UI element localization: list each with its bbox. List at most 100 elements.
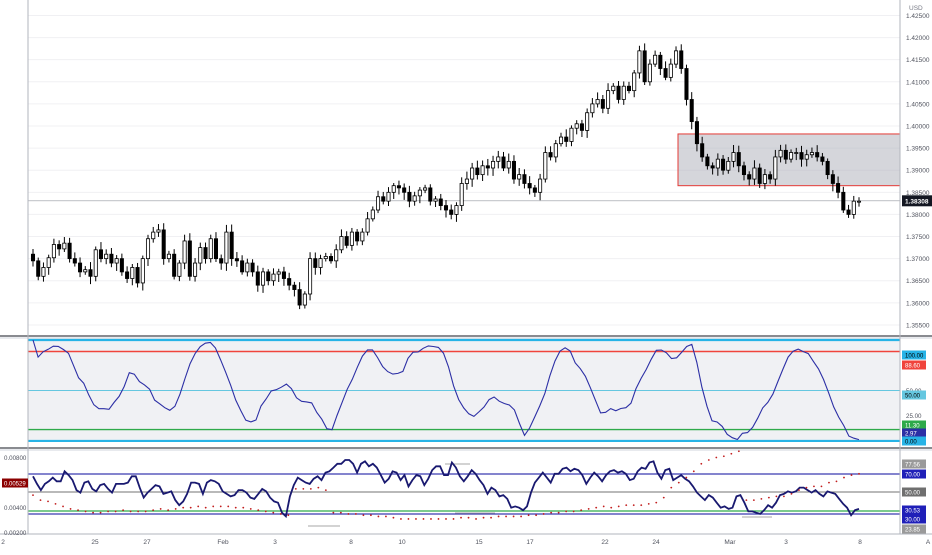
stoch-level-tag	[902, 350, 926, 360]
candle-body	[417, 189, 422, 197]
candle-body	[407, 191, 412, 202]
candle-body	[752, 167, 757, 180]
candle-body	[830, 174, 835, 184]
candle-body	[710, 165, 715, 169]
support-resistance-zone[interactable]	[677, 133, 901, 187]
oscillator-dot	[655, 501, 658, 504]
candle-body	[700, 143, 705, 158]
candle-body	[658, 54, 663, 69]
candle-body	[611, 85, 616, 92]
oscillator-dot	[287, 514, 290, 517]
price-tick-label: 1.41000	[906, 79, 930, 86]
price-tick-label: 1.40000	[906, 124, 930, 131]
candle-body	[721, 158, 726, 171]
candle-body	[104, 253, 109, 260]
candle-body	[846, 209, 851, 215]
candle-body	[726, 160, 731, 171]
oscillator-dot	[362, 514, 365, 517]
oscillator-dot	[685, 476, 688, 479]
oscillator-dot	[317, 486, 320, 489]
candle-body	[41, 267, 46, 277]
candle-body	[595, 99, 600, 105]
panel-frame	[0, 0, 932, 535]
oscillator-dot	[309, 487, 312, 490]
candle-body	[480, 165, 485, 176]
stoch-line	[32, 339, 860, 441]
oscillator-dot	[580, 509, 583, 512]
candle-body	[219, 258, 224, 264]
oscillator-dot	[114, 510, 117, 513]
oscillator-tick-label: 0.00800	[4, 455, 27, 462]
time-tick-label: 8	[858, 539, 862, 546]
candle-body	[632, 72, 637, 92]
oscillator-dot	[242, 506, 245, 509]
candle-body	[370, 209, 375, 220]
candle-body	[773, 156, 778, 180]
oscillator-level-tag-label: 30.53	[905, 508, 921, 514]
oscillator-dot	[122, 509, 125, 512]
candle-body	[234, 258, 239, 262]
candle-body	[548, 152, 553, 158]
candle-body	[637, 50, 642, 74]
candle-body	[590, 103, 595, 114]
candle-body	[679, 50, 684, 69]
candle-body	[454, 205, 459, 215]
price-tick-label: 1.38500	[906, 190, 930, 197]
candle-body	[569, 127, 574, 142]
candle-body	[856, 200, 862, 203]
candle-body	[302, 293, 307, 306]
oscillator-dot	[137, 510, 140, 513]
candle-body	[449, 209, 454, 215]
oscillator-dot	[783, 495, 785, 498]
candle-body	[412, 195, 417, 202]
time-tick-label: 27	[143, 539, 151, 546]
oscillator-level-tag-label: 70.00	[905, 472, 921, 478]
oscillator-line	[32, 459, 860, 519]
candle-body	[172, 253, 177, 277]
oscillator-level-tag	[902, 459, 926, 469]
oscillator-dot	[632, 504, 635, 507]
candle-body	[365, 218, 370, 233]
oscillator-dot	[790, 492, 793, 495]
oscillator-dot	[279, 513, 282, 515]
candle-body	[464, 178, 469, 184]
price-tick-label: 1.42500	[906, 13, 930, 20]
oscillator-level-tag-label: 77.56	[905, 462, 921, 468]
candle-body	[161, 229, 166, 260]
oscillator-dot	[189, 506, 192, 509]
oscillator-dot	[565, 510, 568, 513]
oscillator-dot	[107, 510, 109, 513]
candlestick-series	[28, 43, 900, 310]
candle-body	[229, 231, 234, 260]
candle-body	[825, 160, 830, 176]
candle-body	[255, 271, 260, 286]
candle-body	[93, 249, 98, 277]
candle-body	[836, 183, 841, 193]
oscillator-dot	[625, 504, 628, 507]
oscillator-dot	[512, 515, 515, 518]
oscillator-dot	[527, 514, 530, 517]
stochastic-panel	[28, 338, 900, 443]
price-tick-label: 1.39000	[906, 168, 930, 175]
candle-body	[496, 156, 501, 162]
oscillator-dot	[542, 513, 545, 515]
candle-body	[501, 156, 506, 169]
time-tick-label: 2	[1, 539, 5, 546]
oscillator-dot	[437, 518, 440, 520]
stoch-level-tag-label: 2.97	[905, 431, 917, 437]
oscillator-dot	[354, 513, 357, 515]
candle-body	[72, 258, 77, 264]
stoch-level-tag	[902, 390, 926, 400]
oscillator-dot	[700, 462, 703, 465]
price-tick-label: 1.38000	[906, 212, 930, 219]
oscillator-dot	[535, 514, 538, 517]
candle-body	[585, 112, 590, 131]
oscillator-dot	[400, 518, 402, 520]
candle-body	[522, 174, 527, 184]
oscillator-dot	[84, 510, 87, 513]
candle-body	[543, 152, 548, 180]
candle-body	[166, 253, 171, 260]
